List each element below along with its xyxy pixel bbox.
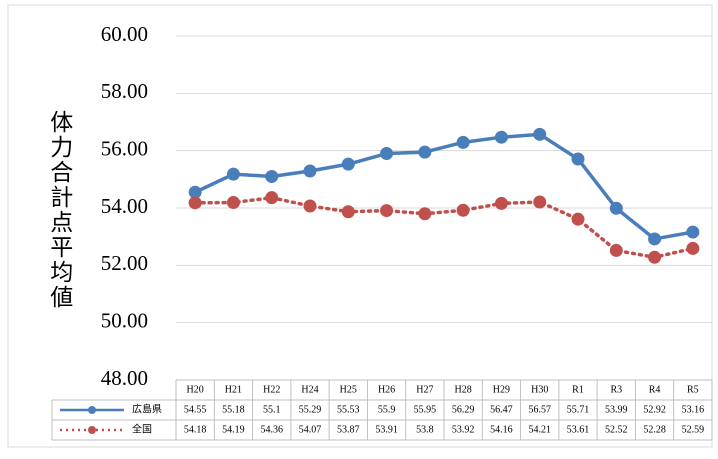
y-tick-label: 56.00 [101,136,148,160]
y-tick-label: 50.00 [101,308,148,332]
marker [380,147,394,161]
x-tick-label: H26 [378,384,395,395]
marker [456,203,470,217]
marker [265,169,279,183]
table-value: 56.29 [452,404,475,415]
x-tick-label: R4 [649,384,661,395]
table-value: 54.55 [184,404,207,415]
table-value: 54.18 [184,424,207,435]
table-value: 54.07 [299,424,322,435]
marker [418,207,432,221]
marker [686,225,700,239]
marker [341,157,355,171]
table-value: 53.91 [375,424,398,435]
marker [494,196,508,210]
table-value: 53.8 [416,424,434,435]
marker [226,196,240,210]
table-value: 53.16 [682,404,705,415]
marker [226,167,240,181]
marker [418,145,432,159]
table-value: 55.71 [567,404,590,415]
table-value: 52.28 [643,424,666,435]
marker [686,241,700,255]
legend-label: 広島県 [132,402,162,415]
table-value: 55.9 [378,404,396,415]
marker [380,204,394,218]
table-value: 52.59 [682,424,705,435]
x-tick-label: H20 [187,384,204,395]
table-value: 54.16 [490,424,513,435]
marker [188,185,202,199]
table-value: 54.36 [260,424,283,435]
table-value: 52.52 [605,424,628,435]
x-tick-label: R1 [572,384,584,395]
x-tick-label: H22 [263,384,280,395]
table-value: 54.19 [222,424,245,435]
y-tick-label: 52.00 [101,251,148,275]
table-value: 55.95 [414,404,437,415]
x-tick-label: H27 [416,384,433,395]
legend-label: 全国 [132,422,152,435]
marker [188,196,202,210]
x-tick-label: H21 [225,384,242,395]
table-value: 53.61 [567,424,590,435]
x-tick-label: H29 [493,384,510,395]
y-tick-label: 48.00 [101,366,148,390]
marker [341,205,355,219]
y-tick-label: 60.00 [101,22,148,46]
y-tick-label: 54.00 [101,194,148,218]
marker [648,232,662,246]
marker [303,164,317,178]
table-value: 52.92 [643,404,666,415]
marker [609,201,623,215]
table-value: 53.99 [605,404,628,415]
marker [571,212,585,226]
marker [533,195,547,209]
marker [494,130,508,144]
x-tick-label: H25 [340,384,357,395]
marker [303,199,317,213]
legend-key-marker [88,426,96,434]
marker [265,191,279,205]
x-tick-label: R5 [687,384,699,395]
table-value: 55.18 [222,404,245,415]
table-value: 54.21 [528,424,551,435]
marker [571,152,585,166]
table-value: 55.53 [337,404,360,415]
marker [609,243,623,257]
x-tick-label: H28 [455,384,472,395]
y-axis-title: 体力合計点平均値 [47,110,74,310]
table-value: 56.47 [490,404,513,415]
x-tick-label: H24 [301,384,318,395]
x-tick-label: R3 [610,384,622,395]
marker [648,250,662,264]
table-value: 53.92 [452,424,475,435]
legend-key-marker [88,406,96,414]
table-value: 56.57 [528,404,551,415]
series-line [193,195,695,260]
marker [533,127,547,141]
x-tick-label: H30 [531,384,548,395]
y-tick-label: 58.00 [101,79,148,103]
table-value: 53.87 [337,424,360,435]
table-value: 55.29 [299,404,322,415]
chart-border [7,4,713,448]
marker [456,135,470,149]
table-value: 55.1 [263,404,281,415]
